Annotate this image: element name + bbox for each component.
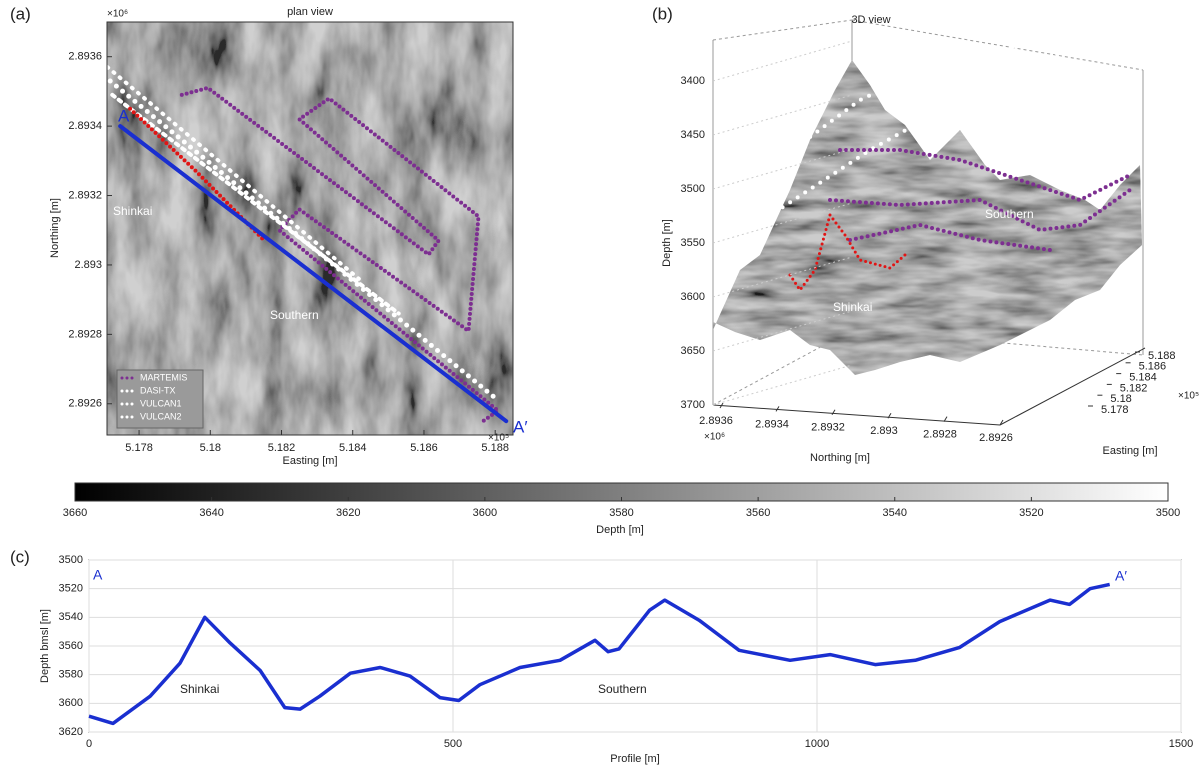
- colorbar-tick-label: 3500: [1156, 507, 1180, 519]
- legend-label: VULCAN1: [140, 398, 182, 408]
- x-tick-label: 5.182: [268, 442, 296, 454]
- y-tick-label: 2.8934: [68, 120, 102, 132]
- x-tick-label: 1500: [1169, 738, 1193, 750]
- legend-label: VULCAN2: [140, 411, 182, 421]
- y-multiplier: ×10⁵: [1178, 391, 1199, 402]
- y-tick-label: 3620: [59, 726, 83, 738]
- grid-line: [713, 365, 852, 405]
- annotation: A: [93, 567, 103, 583]
- x-axis-label: Northing [m]: [810, 452, 870, 464]
- x-tick-label: 2.8926: [979, 432, 1013, 444]
- panel-label: (b): [652, 4, 673, 23]
- colorbar-tick-label: 3640: [199, 507, 223, 519]
- colorbar-label: Depth [m]: [596, 524, 644, 536]
- legend-label: MARTEMIS: [140, 372, 187, 382]
- surface-shade: [713, 55, 1143, 375]
- x-tick-label: 5.188: [481, 442, 509, 454]
- annotation: Southern: [598, 682, 647, 696]
- chart-title: plan view: [287, 6, 333, 18]
- y-tick-label: 5.18: [1110, 393, 1131, 405]
- z-tick-label: 3400: [681, 75, 705, 87]
- x-axis-label: Easting [m]: [282, 455, 337, 467]
- annotation: Shinkai: [833, 300, 872, 314]
- colorbar-tick-label: 3660: [63, 507, 87, 519]
- z-tick-label: 3450: [681, 129, 705, 141]
- x-tick-label: 5.178: [125, 442, 153, 454]
- x-tick-label: 5.18: [200, 442, 221, 454]
- y-tick-label: 5.188: [1148, 350, 1176, 362]
- x-tick: [832, 410, 835, 415]
- z-tick-label: 3700: [681, 399, 705, 411]
- y-tick-label: 3580: [59, 669, 83, 681]
- x-tick-label: 5.186: [410, 442, 438, 454]
- y-multiplier: ×10⁶: [107, 9, 128, 20]
- y-tick-label: 5.178: [1101, 404, 1129, 416]
- colorbar-tick-label: 3600: [473, 507, 497, 519]
- z-tick-label: 3650: [681, 345, 705, 357]
- grid-line: [713, 41, 852, 81]
- x-axis-label: Profile [m]: [610, 753, 660, 765]
- colorbar-tick-label: 3540: [883, 507, 907, 519]
- z-tick-label: 3550: [681, 237, 705, 249]
- annotation: A′: [513, 417, 528, 436]
- legend-label: DASI-TX: [140, 385, 176, 395]
- y-tick-label: 3540: [59, 611, 83, 623]
- z-axis-label: Depth [m]: [661, 219, 673, 267]
- x-tick-label: 2.893: [870, 425, 898, 437]
- y-axis-label: Northing [m]: [49, 198, 61, 258]
- annotation: Shinkai: [113, 204, 152, 218]
- x-tick: [776, 406, 779, 411]
- annotation: A′: [1115, 568, 1127, 584]
- chart-title: 3D view: [851, 14, 890, 26]
- y-tick-label: 2.8932: [68, 189, 102, 201]
- colorbar-tick-label: 3560: [746, 507, 770, 519]
- y-tick-label: 2.8926: [68, 398, 102, 410]
- colorbar-tick-label: 3520: [1019, 507, 1043, 519]
- figure: (a) (b) (c) plan view Easting [m] Northi…: [0, 0, 1199, 767]
- x-tick-label: 2.8928: [923, 429, 957, 441]
- x-tick-label: 500: [444, 738, 462, 750]
- colorbar-tick-label: 3620: [336, 507, 360, 519]
- z-tick-label: 3600: [681, 291, 705, 303]
- y-tick-label: 3500: [59, 554, 83, 566]
- z-tick-label: 3500: [681, 183, 705, 195]
- y-tick-label: 3560: [59, 640, 83, 652]
- x-tick-label: 5.184: [339, 442, 367, 454]
- x-tick-label: 2.8936: [699, 415, 733, 427]
- y-tick-label: 5.184: [1129, 372, 1157, 384]
- profile-line: [89, 584, 1110, 723]
- y-tick-label: 5.186: [1139, 361, 1167, 373]
- y-tick-label: 5.182: [1120, 382, 1148, 394]
- x-tick-label: 0: [86, 738, 92, 750]
- y-tick-label: 2.8936: [68, 51, 102, 63]
- y-tick-label: 3600: [59, 697, 83, 709]
- y-tick-label: 2.893: [74, 259, 102, 271]
- annotation: Southern: [985, 207, 1034, 221]
- y-tick-label: 2.8928: [68, 328, 102, 340]
- annotation: Southern: [270, 308, 319, 322]
- panel-label: (a): [10, 4, 31, 23]
- annotation: Shinkai: [180, 682, 219, 696]
- y-axis-label: Depth bmsl [m]: [39, 609, 51, 683]
- x-tick-label: 1000: [805, 738, 829, 750]
- y-tick-label: 3520: [59, 583, 83, 595]
- annotation: A: [118, 106, 130, 125]
- panel-label: (c): [10, 547, 30, 566]
- x-tick-label: 2.8932: [811, 422, 845, 434]
- y-axis-label: Easting [m]: [1102, 445, 1157, 457]
- x-multiplier: ×10⁶: [704, 432, 725, 443]
- colorbar-tick-label: 3580: [609, 507, 633, 519]
- x-tick-label: 2.8934: [755, 418, 789, 430]
